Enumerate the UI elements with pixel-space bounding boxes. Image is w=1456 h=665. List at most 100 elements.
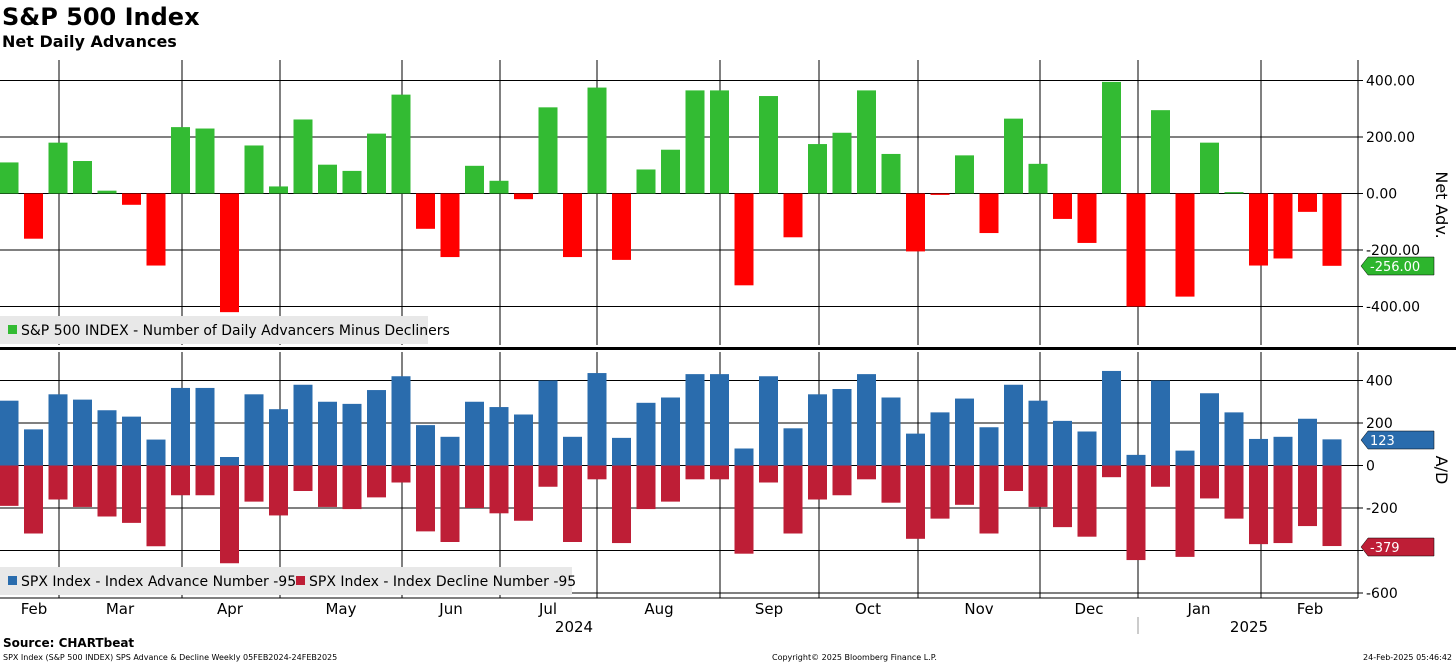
advance-bar [24, 429, 43, 466]
net-adv-bar [293, 119, 313, 194]
net-adv-bar [661, 149, 680, 194]
net-adv-bar [171, 127, 190, 194]
advance-bar [440, 436, 460, 466]
net-adv-bar [342, 170, 362, 194]
decline-bar [171, 465, 190, 496]
legend-box [0, 567, 572, 595]
y-tick-label: 200.00 [1366, 130, 1415, 146]
advance-bar [881, 397, 901, 466]
decline-bar [440, 465, 460, 542]
decline-bar [195, 465, 215, 496]
net-adv-bar [514, 193, 533, 200]
decline-bar [955, 465, 974, 505]
legend-label: S&P 500 INDEX - Number of Daily Advancer… [21, 323, 450, 339]
decline-bar [391, 465, 411, 483]
advance-bar [1102, 370, 1121, 466]
advance-bar [979, 427, 999, 466]
decline-bar [1102, 465, 1121, 478]
legend-swatch [8, 576, 17, 585]
footer-copyright: Copyright© 2025 Bloomberg Finance L.P. [772, 653, 937, 662]
decline-bar [1028, 465, 1048, 507]
advance-bar [1151, 380, 1170, 466]
advance-bar [293, 384, 313, 466]
decline-bar [1322, 465, 1342, 547]
decline-bar [146, 465, 166, 547]
advance-bar [832, 389, 852, 466]
x-year-label: 2025 [1230, 618, 1268, 636]
net-adv-bar [220, 193, 239, 313]
decline-bar [24, 465, 43, 534]
advance-bar [0, 400, 19, 466]
net-adv-bar [587, 87, 607, 194]
decline-bar [73, 465, 92, 507]
decline-bar [1224, 465, 1244, 519]
advance-bar [1053, 420, 1072, 466]
net-adv-bar [881, 153, 901, 194]
net-adv-bar [906, 193, 925, 252]
net-adv-bar [685, 90, 705, 194]
net-adv-bar [0, 162, 19, 194]
net-adv-bar [122, 193, 141, 205]
advance-bar [587, 373, 607, 466]
x-tick-label: Oct [855, 600, 881, 618]
net-adv-bar [416, 193, 435, 229]
advance-bar [146, 439, 166, 466]
advance-bar [1200, 393, 1219, 466]
net-adv-bar [734, 193, 754, 286]
advance-bar [244, 394, 264, 466]
decline-bar [734, 465, 754, 554]
decline-bar [1126, 465, 1146, 561]
net-adv-bar [955, 155, 974, 194]
net-adv-bar [195, 128, 215, 194]
decline-bar [318, 465, 337, 507]
advance-bar [906, 433, 925, 466]
x-tick-label: Apr [217, 600, 244, 618]
decline-bar [979, 465, 999, 534]
advance-bar [1175, 450, 1195, 466]
advance-bar [1249, 438, 1268, 466]
advance-bar [930, 412, 950, 466]
decline-bar [759, 465, 778, 483]
legend-label: SPX Index - Index Advance Number -95 [21, 574, 296, 590]
decline-bar [367, 465, 386, 498]
x-tick-label: Feb [21, 600, 48, 618]
decline-bar [1249, 465, 1268, 545]
net-adv-bar [1200, 142, 1219, 194]
advance-bar [612, 437, 631, 466]
decline-bar [783, 465, 803, 534]
x-tick-label: Feb [1297, 600, 1324, 618]
decline-bar [342, 465, 362, 510]
chart-subtitle: Net Daily Advances [2, 32, 177, 51]
advance-bar [1028, 400, 1048, 466]
decline-bar [612, 465, 631, 544]
advance-bar [195, 387, 215, 466]
last-value-tag [1360, 256, 1435, 276]
x-tick-label: Aug [644, 600, 673, 618]
advance-bar [367, 390, 386, 466]
advance-bar [342, 403, 362, 466]
panel-divider [0, 347, 1456, 350]
x-tick-label: Jan [1186, 600, 1210, 618]
advance-bar [122, 416, 141, 466]
y-tick-label: 400 [1366, 374, 1393, 390]
net-adv-bar [1224, 192, 1244, 194]
legend-label: SPX Index - Index Decline Number -95 [309, 574, 576, 590]
decline-bar [1200, 465, 1219, 499]
y-axis-label: Net Adv. [1432, 171, 1451, 238]
decline-bar [1004, 465, 1023, 491]
decline-bar [1298, 465, 1317, 527]
x-tick-label: Jun [438, 600, 462, 618]
net-adv-bar [1151, 110, 1170, 194]
footer-description: SPX Index (S&P 500 INDEX) SPS Advance & … [3, 653, 338, 662]
net-adv-bar [979, 193, 999, 234]
net-adv-bar [1322, 193, 1342, 266]
net-adv-bar [710, 90, 729, 194]
advance-bar [1126, 454, 1146, 466]
y-tick-label: 400.00 [1366, 74, 1415, 90]
decline-bar [808, 465, 827, 500]
decline-bar [906, 465, 925, 539]
decline-bar [881, 465, 901, 503]
net-adv-bar [1126, 193, 1146, 307]
y-axis-label: A/D [1432, 456, 1451, 485]
